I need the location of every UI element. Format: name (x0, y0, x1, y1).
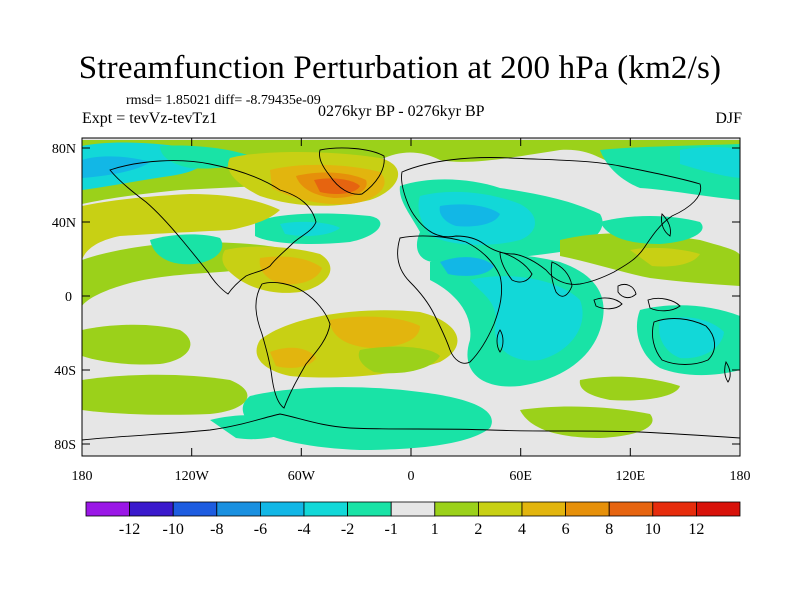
longitude-axis: 180 120W 60W 0 60E 120E 180 (72, 138, 751, 484)
colorbar-label: 2 (474, 521, 482, 538)
field-region (314, 178, 360, 194)
colorbar-swatch (390, 501, 436, 517)
field-region (150, 234, 223, 265)
colorbar-swatch (696, 501, 741, 517)
lon-tick-label: 120W (175, 469, 210, 484)
colorbar-swatch (347, 501, 392, 517)
colorbar-swatch (521, 501, 566, 517)
coastline-eurasia (401, 157, 702, 285)
colorbar-label: -6 (254, 521, 267, 538)
lon-tick-label: 180 (730, 469, 751, 484)
field-region (270, 347, 316, 368)
field-region (579, 376, 680, 401)
coastline-south-asia (499, 251, 533, 283)
rmsd-stats: rmsd= 1.85021 diff= -8.79435e-09 (126, 93, 321, 108)
field-region (520, 406, 653, 438)
field-region (470, 276, 583, 361)
streamfunction-field (82, 140, 740, 450)
page-title: Streamfunction Perturbation at 200 hPa (… (78, 50, 722, 86)
coastline-australia (651, 318, 715, 365)
latitude-axis: 80N 40N 0 40S 80S (52, 142, 740, 453)
lon-tick-label: 180 (72, 469, 93, 484)
colorbar-swatch (608, 501, 654, 517)
colorbar-label: -12 (119, 521, 140, 538)
colorbar-swatch (477, 501, 523, 517)
coastline-indonesia (593, 297, 623, 310)
coastline-greenland (319, 147, 385, 195)
coastline-japan (661, 213, 671, 237)
colorbar-label: 6 (562, 521, 570, 538)
field-region (242, 387, 492, 450)
colorbar-label: -2 (341, 521, 354, 538)
colorbar-label: -10 (163, 521, 184, 538)
lat-tick-label: 80N (52, 142, 76, 157)
field-region (630, 247, 700, 267)
lat-tick-label: 0 (65, 290, 72, 305)
colorbar-label: 12 (688, 521, 704, 538)
lat-tick-label: 80S (54, 438, 76, 453)
field-region (358, 346, 440, 374)
colorbar-label: -4 (297, 521, 310, 538)
colorbar-swatch (652, 501, 697, 517)
lat-tick-label: 40N (52, 216, 76, 231)
colorbar-swatch (434, 501, 479, 517)
colorbar-swatch (85, 501, 130, 517)
field-region (680, 147, 740, 178)
colorbar-label: 10 (645, 521, 661, 538)
field-region (160, 145, 250, 169)
field-region (330, 316, 420, 348)
coastline-antarctica (82, 413, 740, 441)
colorbar-swatch (259, 501, 305, 517)
coastline-india (550, 261, 573, 297)
lon-tick-label: 60W (288, 469, 316, 484)
field-region (280, 221, 340, 236)
colorbar-swatch (565, 501, 610, 517)
lon-tick-label: 120E (616, 469, 646, 484)
experiment-label: Expt = tevVz-tevTz1 (82, 110, 218, 127)
colorbar-label: 4 (518, 521, 526, 538)
colorbar-label: 8 (605, 521, 613, 538)
field-region (82, 194, 280, 260)
lon-tick-label: 60E (509, 469, 532, 484)
coastline-south-america (255, 281, 331, 409)
colorbar-label: -8 (210, 521, 223, 538)
coastline-madagascar (496, 329, 504, 353)
lon-tick-label: 0 (408, 469, 415, 484)
coastlines (82, 147, 740, 441)
field-region (210, 415, 300, 440)
field-region (440, 257, 494, 276)
coastline-new-zealand (724, 360, 731, 383)
field-region (82, 156, 150, 178)
colorbar-swatch (172, 501, 218, 517)
colorbar-label: -1 (385, 521, 398, 538)
coastline-new-guinea (647, 297, 681, 312)
colorbar-label: 1 (431, 521, 439, 538)
coastline-borneo (617, 283, 637, 299)
colorbar-swatch (216, 501, 261, 517)
colorbar-swatch (303, 501, 348, 517)
colorbar-swatch (129, 501, 174, 517)
field-region (259, 256, 322, 285)
period-label: 0276kyr BP - 0276kyr BP (318, 103, 485, 120)
coastline-north-america (109, 160, 317, 295)
season-label: DJF (715, 110, 742, 127)
field-region (82, 374, 248, 415)
field-region (439, 204, 500, 227)
colorbar: -12 -10 -8 -6 -4 -2 -1 1 2 4 6 8 10 12 (85, 501, 741, 538)
field-region (82, 324, 191, 365)
field-region (600, 216, 703, 244)
coastline-africa (397, 235, 503, 364)
lat-tick-label: 40S (54, 364, 76, 379)
